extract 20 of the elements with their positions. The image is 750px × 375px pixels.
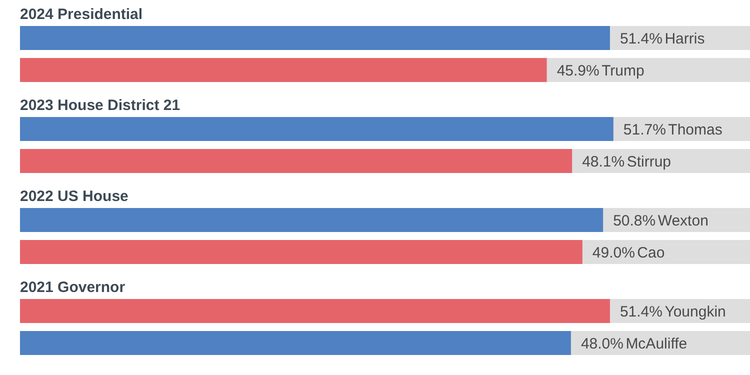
chart-title: 2024 Presidential [20,6,143,23]
y-tick-label: Harris [664,30,705,48]
data-label: 51.4% [620,303,663,320]
chart-title: 2023 House District 21 [20,97,180,114]
y-tick-label: Wexton [658,212,708,230]
y-tick-label: Stirrup [626,153,672,170]
y-tick-label: Trump [602,62,644,80]
data-label: 51.7% [623,121,666,138]
data-label: 48.1% [582,153,625,170]
y-tick-label: McAuliffe [626,335,688,352]
data-label: 51.4% [620,30,663,48]
chart-title: 2021 Governor [20,279,126,296]
data-label: 50.8% [613,212,656,230]
y-tick-label: Thomas [668,121,722,138]
data-label: 49.0% [592,244,635,262]
data-label: 45.9% [556,62,600,80]
y-tick-label: Cao [637,244,665,262]
data-label: 48.0% [580,335,624,352]
y-tick-label: Youngkin [664,303,726,320]
chart-title: 2022 US House [20,188,128,205]
